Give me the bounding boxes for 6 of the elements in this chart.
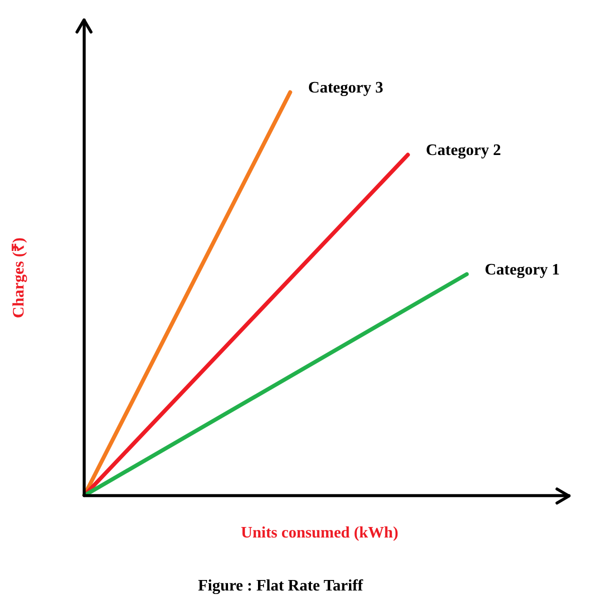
text: Figure : Flat Rate Tariff	[198, 578, 364, 595]
series-label: Category 2	[426, 142, 501, 159]
series-label: Category 3	[308, 79, 384, 96]
series-label: Category 1	[484, 261, 560, 278]
x-axis-title: Units consumed (kWh)	[240, 524, 398, 542]
y-axis-title: Charges (₹)	[10, 238, 28, 318]
